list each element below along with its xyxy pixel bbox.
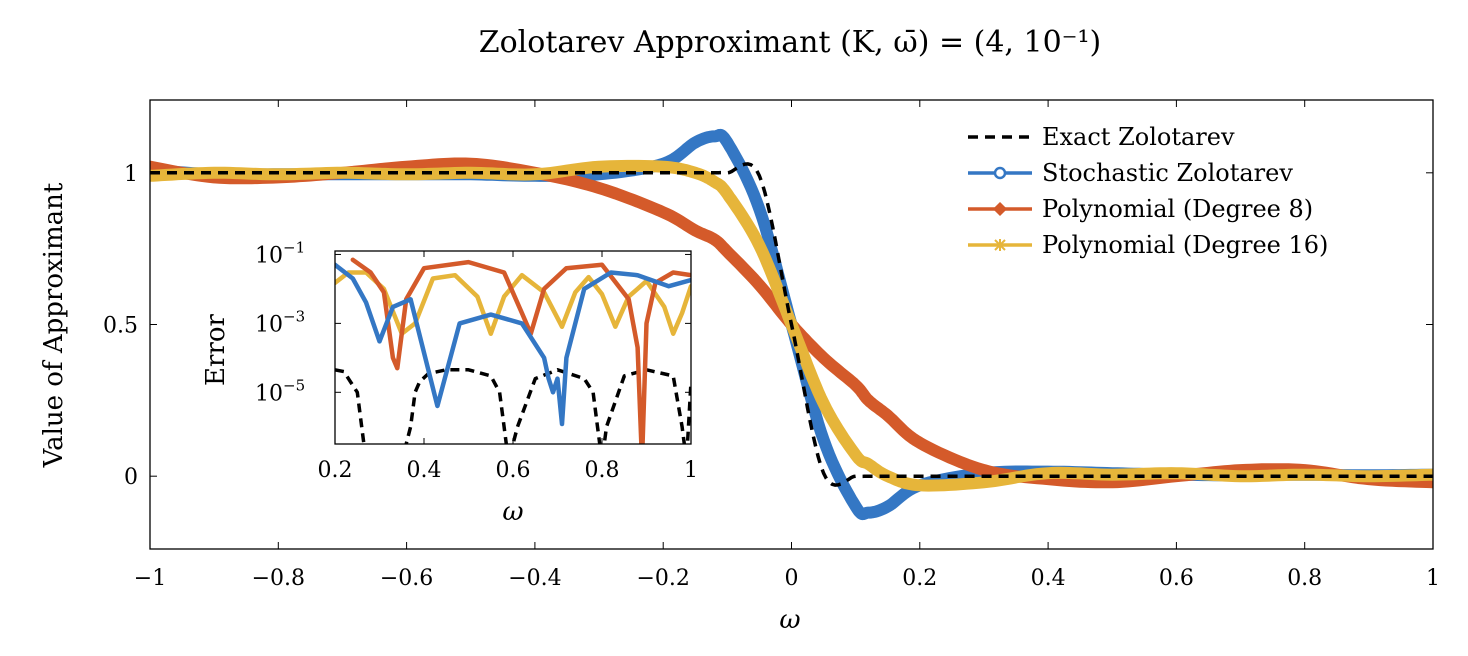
inset-series-line-polynomial-degree-16: [335, 270, 691, 336]
inset-x-tick-label: 0.8: [585, 458, 620, 483]
legend-marker-polynomial-degree-8: [992, 201, 1008, 217]
legend-marker-polynomial-degree-16: [994, 239, 1006, 251]
inset-plot-frame: [334, 250, 692, 445]
main-x-tick-label: −0.4: [508, 566, 561, 591]
main-series-group: [150, 128, 1433, 521]
main-x-axis-label: ω: [779, 605, 800, 635]
main-y-tick-label: 1: [124, 162, 138, 187]
inset-y-tick-label: 10−1: [255, 238, 305, 268]
main-x-tick-label: −0.2: [636, 566, 689, 591]
main-x-tick-label: −1: [134, 566, 166, 591]
main-x-tick-label: 0.4: [1031, 566, 1066, 591]
main-x-tick-label: −0.6: [380, 566, 433, 591]
inset-y-tick-label: 10−3: [255, 307, 305, 337]
inset-series-group: [335, 257, 691, 444]
legend-label-polynomial-degree-16: Polynomial (Degree 16): [1042, 231, 1328, 259]
main-axis-ticks: −1 −0.8 −0.6 −0.4 −0.2 0 0.2 0.4 0.6 0.8 1 0 0.5 1: [103, 100, 1440, 591]
legend: Exact Zolotarev Stochastic Zolotarev Polyn…: [968, 123, 1328, 259]
inset-y-tick-label: 10−5: [255, 376, 305, 406]
inset-x-tick-label: 0.2: [318, 458, 353, 483]
main-series-line-exact-zolotarev: [150, 162, 1433, 487]
main-x-tick-label: 0: [785, 566, 799, 591]
main-y-axis-label: Value of Approximant: [39, 182, 69, 468]
legend-label-exact-zolotarev: Exact Zolotarev: [1042, 123, 1235, 151]
main-x-tick-label: 0.6: [1159, 566, 1194, 591]
legend-marker-stochastic-zolotarev: [993, 166, 1007, 180]
main-x-tick-label: −0.8: [252, 566, 305, 591]
main-x-tick-label: 0.2: [902, 566, 937, 591]
legend-label-stochastic-zolotarev: Stochastic Zolotarev: [1042, 159, 1293, 187]
main-x-tick-label: 0.8: [1287, 566, 1322, 591]
inset-series-line-stochastic-zolotarev: [335, 262, 691, 427]
main-y-tick-label: 0.5: [103, 314, 138, 339]
main-plot-frame: [149, 99, 1434, 550]
legend-label-polynomial-degree-8: Polynomial (Degree 8): [1042, 195, 1313, 223]
inset-x-tick-label: 0.6: [496, 458, 531, 483]
main-y-tick-label: 0: [124, 465, 138, 490]
inset-x-tick-label: 0.4: [407, 458, 442, 483]
main-x-tick-label: 1: [1426, 566, 1440, 591]
inset-y-axis-label: Error: [201, 313, 231, 385]
chart-title: Zolotarev Approximant (K, ω̄) = (4, 10⁻¹…: [479, 25, 1102, 60]
inset-axis-ticks: 0.2 0.4 0.6 0.8 1 10−1 10−3 10−5: [255, 238, 698, 483]
inset-x-axis-label: ω: [502, 497, 523, 527]
inset-x-tick-label: 1: [684, 458, 698, 483]
